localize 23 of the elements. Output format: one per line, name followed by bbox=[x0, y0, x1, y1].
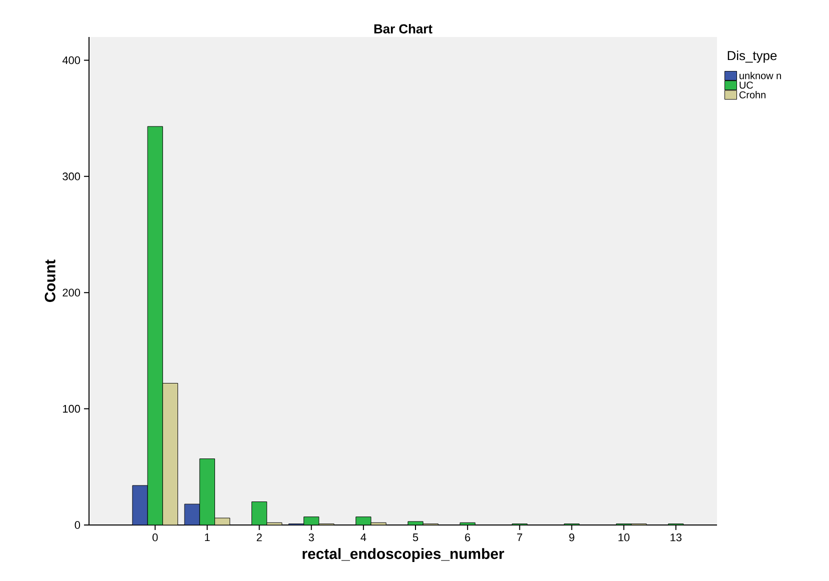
x-tick-label: 2 bbox=[256, 534, 262, 542]
x-tick-label: 0 bbox=[152, 534, 158, 542]
y-tick-label: 0 bbox=[74, 521, 80, 529]
x-tick-label: 10 bbox=[618, 534, 630, 542]
y-axis-title: Count bbox=[44, 260, 56, 302]
y-tick-label: 400 bbox=[62, 56, 80, 64]
x-tick-label: 7 bbox=[517, 534, 522, 542]
x-tick-label: 4 bbox=[360, 534, 366, 542]
y-tick-label: 300 bbox=[62, 172, 80, 180]
legend-label: UC bbox=[740, 82, 753, 89]
legend-label: unknow n bbox=[740, 72, 781, 80]
y-tick-label: 200 bbox=[62, 288, 80, 296]
chart-title: Bar Chart bbox=[374, 24, 432, 34]
x-tick-label: 3 bbox=[308, 534, 314, 542]
x-axis-title: rectal_endoscopies_number bbox=[302, 548, 504, 562]
legend-label: Crohn bbox=[739, 91, 766, 98]
y-tick-label: 100 bbox=[63, 404, 80, 413]
x-tick-label: 9 bbox=[569, 534, 574, 542]
x-tick-label: 6 bbox=[465, 534, 470, 542]
x-tick-label: 13 bbox=[670, 534, 682, 542]
x-tick-label: 1 bbox=[204, 534, 210, 542]
legend-title: Dis_type bbox=[728, 50, 777, 63]
x-tick-label: 5 bbox=[412, 534, 418, 542]
